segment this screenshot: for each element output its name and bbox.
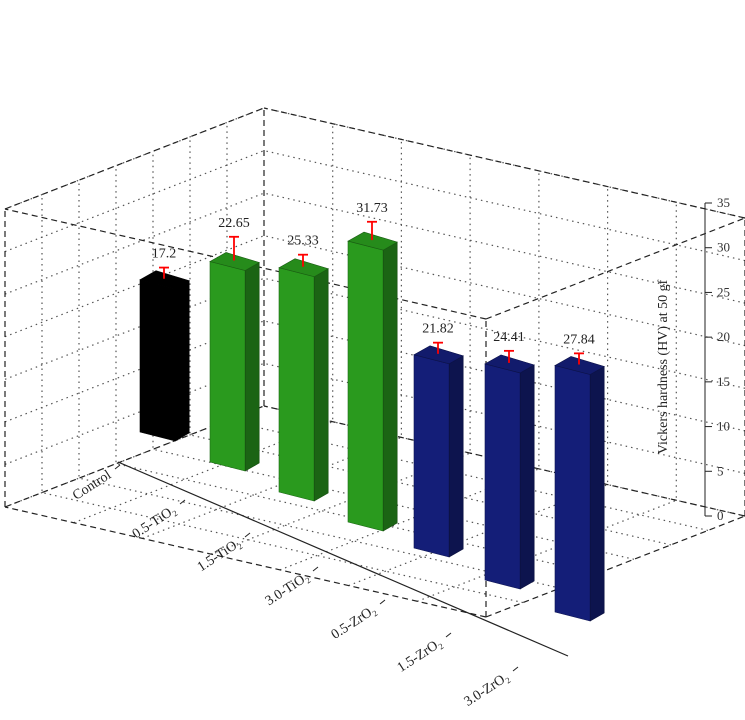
- category-tick: [114, 464, 121, 470]
- z-tick-label: 35: [717, 195, 730, 210]
- bar-front-face: [484, 363, 521, 590]
- category-tick-label: 3.0-TiO₂: [263, 570, 312, 609]
- data-label: 31.73: [356, 201, 388, 216]
- data-label: 27.84: [563, 332, 595, 347]
- bar-top-face: [554, 356, 605, 375]
- data-label: 25.33: [287, 234, 319, 249]
- bar: [139, 266, 190, 442]
- bar: [278, 253, 329, 502]
- box-edge: [485, 515, 745, 618]
- category-tick: [312, 566, 319, 572]
- box-edge: [4, 208, 487, 320]
- bar-front-face: [278, 267, 315, 502]
- category-tick: [244, 532, 251, 538]
- box-edge: [263, 405, 745, 517]
- z-tick-label: 20: [717, 329, 730, 344]
- box-edge: [4, 506, 487, 618]
- z-tick-label: 0: [717, 508, 724, 523]
- z-tick-label: 30: [717, 240, 730, 255]
- category-tick: [445, 632, 452, 638]
- bar-side-face: [519, 364, 535, 590]
- z-tick-label: 5: [717, 463, 724, 478]
- bar: [413, 341, 464, 558]
- category-tick-label: 0.5-ZrO₂: [329, 603, 380, 643]
- bars: [139, 220, 605, 622]
- bar: [554, 352, 605, 622]
- z-tick-label: 15: [717, 374, 730, 389]
- bar-side-face: [382, 241, 398, 532]
- bar: [347, 220, 398, 532]
- data-label: 24.41: [493, 330, 525, 345]
- category-axis-line: [117, 461, 569, 657]
- data-label: 21.82: [422, 322, 454, 337]
- bar: [484, 349, 535, 590]
- z-tick-label: 10: [717, 419, 730, 434]
- bar-side-face: [313, 268, 329, 502]
- bar-front-face: [139, 279, 176, 442]
- category-tick: [512, 666, 519, 672]
- data-label: 22.65: [218, 216, 250, 231]
- category-tick-label: 1.5-TiO₂: [195, 536, 244, 575]
- box-edge: [263, 107, 745, 219]
- category-tick-label: 1.5-ZrO₂: [395, 636, 446, 676]
- bar-side-face: [174, 280, 190, 442]
- bar-side-face: [448, 355, 464, 558]
- z-tick-label: 25: [717, 284, 730, 299]
- bar-top-face: [413, 345, 464, 365]
- bar-front-face: [209, 261, 246, 472]
- box-edge: [485, 217, 745, 320]
- category-tick-label: 3.0-ZrO₂: [462, 670, 513, 710]
- bar-top-face: [278, 258, 329, 278]
- bar-side-face: [589, 365, 605, 622]
- bar-top-face: [347, 231, 398, 251]
- bar-top-face: [484, 354, 535, 374]
- bar-front-face: [413, 354, 450, 558]
- data-label: 17.2: [152, 247, 177, 262]
- z-axis-title: Vickers hardness (HV) at 50 gf: [656, 279, 671, 454]
- bar-side-face: [244, 261, 260, 472]
- bar-front-face: [347, 240, 384, 532]
- category-tick: [379, 599, 386, 605]
- bar-top-face: [139, 270, 190, 290]
- bar: [209, 235, 260, 472]
- bar-top-face: [209, 252, 260, 271]
- category-tick: [179, 499, 186, 505]
- box-edge: [4, 107, 265, 210]
- bar-front-face: [554, 365, 591, 622]
- category-tick-label: 0.5-TiO₂: [130, 503, 179, 542]
